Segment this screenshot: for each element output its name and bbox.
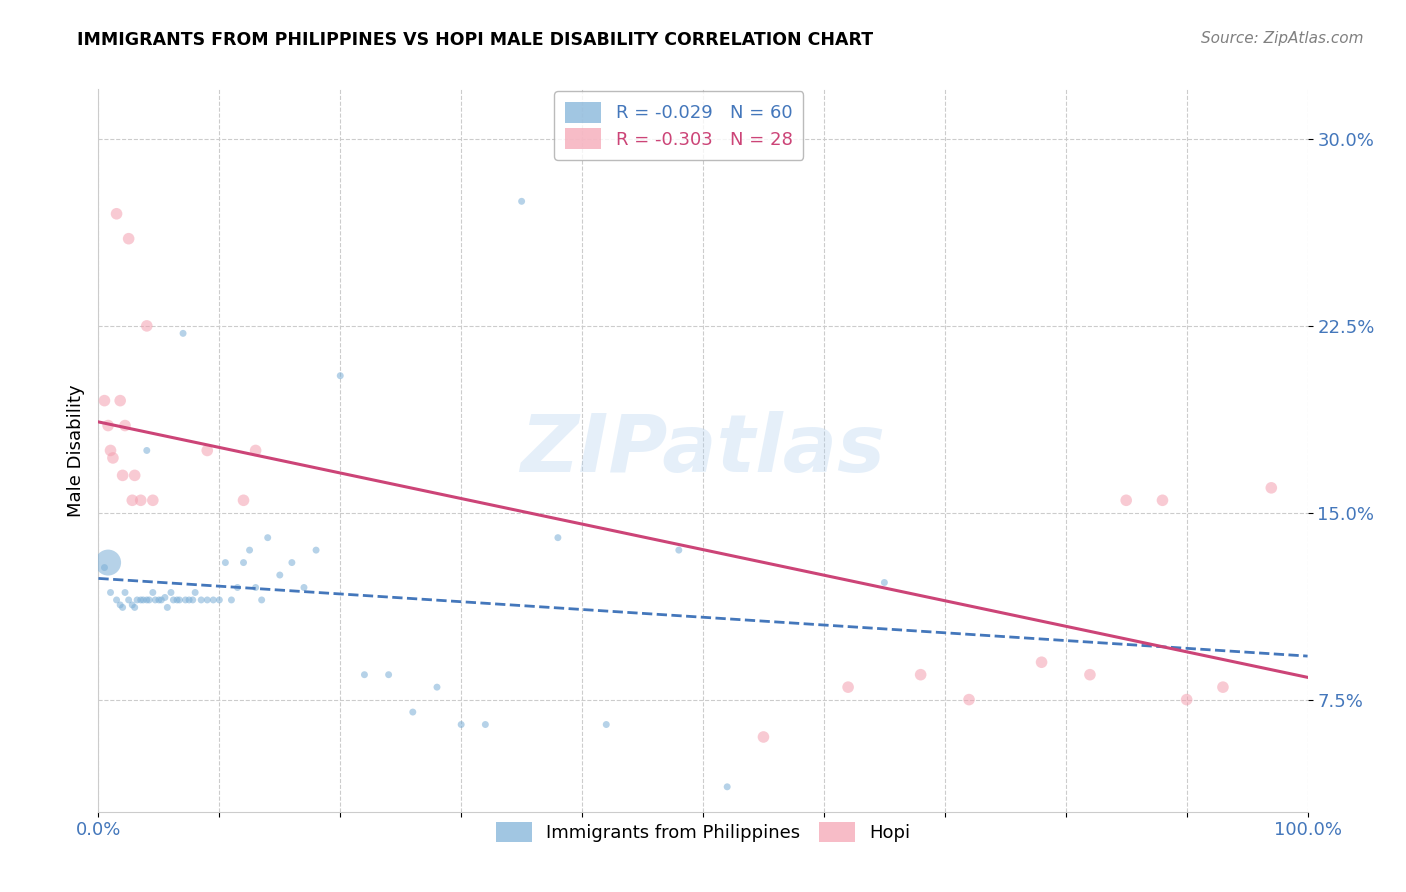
Point: [184, 585, 207, 599]
Point: [1152, 493, 1174, 508]
Point: [127, 593, 149, 607]
Point: [716, 780, 738, 794]
Point: [957, 692, 980, 706]
Point: [169, 593, 191, 607]
Point: [129, 593, 152, 607]
Point: [97, 418, 120, 433]
Point: [174, 593, 197, 607]
Point: [100, 443, 122, 458]
Point: [135, 318, 157, 333]
Point: [190, 593, 212, 607]
Point: [124, 468, 146, 483]
Point: [510, 194, 533, 209]
Point: [124, 600, 146, 615]
Point: [148, 593, 170, 607]
Point: [135, 593, 157, 607]
Point: [245, 443, 267, 458]
Point: [132, 593, 155, 607]
Point: [752, 730, 775, 744]
Point: [232, 493, 254, 508]
Point: [138, 593, 160, 607]
Point: [93, 560, 115, 574]
Text: IMMIGRANTS FROM PHILIPPINES VS HOPI MALE DISABILITY CORRELATION CHART: IMMIGRANTS FROM PHILIPPINES VS HOPI MALE…: [77, 31, 873, 49]
Y-axis label: Male Disability: Male Disability: [66, 384, 84, 516]
Point: [202, 593, 225, 607]
Point: [873, 575, 896, 590]
Point: [239, 543, 262, 558]
Point: [105, 593, 128, 607]
Point: [143, 593, 166, 607]
Point: [111, 468, 134, 483]
Point: [166, 593, 188, 607]
Point: [1212, 680, 1234, 694]
Point: [353, 667, 375, 681]
Point: [114, 418, 136, 433]
Point: [450, 717, 472, 731]
Point: [118, 593, 141, 607]
Text: Source: ZipAtlas.com: Source: ZipAtlas.com: [1201, 31, 1364, 46]
Point: [1078, 667, 1101, 681]
Point: [910, 667, 932, 681]
Point: [195, 593, 218, 607]
Point: [474, 717, 496, 731]
Point: [214, 556, 236, 570]
Point: [142, 493, 165, 508]
Point: [195, 443, 218, 458]
Point: [142, 585, 165, 599]
Point: [547, 531, 569, 545]
Point: [101, 450, 124, 465]
Point: [250, 593, 273, 607]
Point: [402, 705, 425, 719]
Point: [181, 593, 204, 607]
Point: [208, 593, 231, 607]
Point: [226, 581, 249, 595]
Point: [135, 443, 157, 458]
Point: [377, 667, 399, 681]
Point: [1260, 481, 1282, 495]
Point: [292, 581, 315, 595]
Text: ZIPatlas: ZIPatlas: [520, 411, 886, 490]
Point: [245, 581, 267, 595]
Point: [305, 543, 328, 558]
Point: [114, 585, 136, 599]
Point: [100, 585, 122, 599]
Point: [256, 531, 278, 545]
Point: [281, 556, 304, 570]
Point: [121, 598, 143, 612]
Point: [162, 593, 184, 607]
Point: [93, 393, 115, 408]
Point: [1031, 655, 1053, 669]
Point: [232, 556, 254, 570]
Point: [121, 493, 143, 508]
Point: [111, 600, 134, 615]
Point: [156, 600, 179, 615]
Legend: Immigrants from Philippines, Hopi: Immigrants from Philippines, Hopi: [485, 811, 921, 854]
Point: [329, 368, 352, 383]
Point: [221, 593, 243, 607]
Point: [105, 207, 128, 221]
Point: [1115, 493, 1137, 508]
Point: [269, 568, 291, 582]
Point: [108, 393, 131, 408]
Point: [1175, 692, 1198, 706]
Point: [595, 717, 617, 731]
Point: [97, 556, 120, 570]
Point: [837, 680, 859, 694]
Point: [150, 593, 173, 607]
Point: [160, 585, 183, 599]
Point: [129, 493, 152, 508]
Point: [426, 680, 449, 694]
Point: [172, 326, 194, 341]
Point: [108, 598, 131, 612]
Point: [668, 543, 690, 558]
Point: [153, 591, 176, 605]
Point: [179, 593, 201, 607]
Point: [118, 232, 141, 246]
